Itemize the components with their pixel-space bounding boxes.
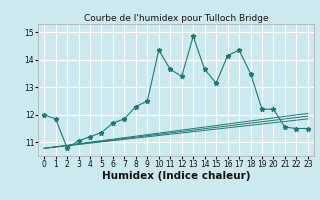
X-axis label: Humidex (Indice chaleur): Humidex (Indice chaleur) <box>102 171 250 181</box>
Title: Courbe de l'humidex pour Tulloch Bridge: Courbe de l'humidex pour Tulloch Bridge <box>84 14 268 23</box>
